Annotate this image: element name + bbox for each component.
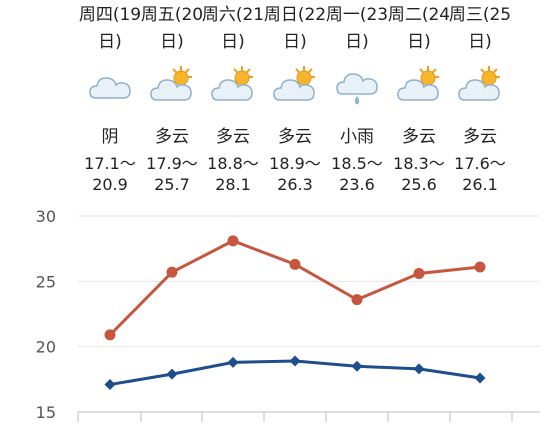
overcast-cloud-icon bbox=[86, 62, 134, 110]
partly-cloudy-icon bbox=[209, 62, 257, 110]
temperature-range: 18.8～ 28.1 bbox=[195, 153, 271, 195]
data-point bbox=[227, 356, 239, 368]
day-label: 周五(20日) bbox=[140, 5, 204, 52]
weather-condition: 阴 bbox=[101, 127, 119, 147]
day-label: 周二(24日) bbox=[387, 5, 451, 52]
y-tick-label: 25 bbox=[36, 272, 56, 291]
data-point bbox=[289, 355, 301, 367]
day-label: 周三(25日) bbox=[448, 5, 512, 52]
day-label: 周日(22日) bbox=[263, 5, 327, 52]
data-point bbox=[351, 294, 363, 306]
data-point bbox=[166, 368, 178, 380]
temperature-range: 18.9～ 26.3 bbox=[257, 153, 333, 195]
data-point bbox=[474, 261, 486, 273]
y-tick-label: 30 bbox=[36, 207, 56, 226]
low-temperature: 17.1～ bbox=[84, 154, 136, 173]
forecast-strip: 周四(19日) 阴 17.1～ 20.9 周五(20日) 多云 17.9～ 25.7 周六(21… bbox=[0, 0, 550, 200]
temperature-range: 18.3～ 25.6 bbox=[381, 153, 457, 195]
temperature-range: 17.1～ 20.9 bbox=[72, 153, 148, 195]
data-point bbox=[166, 266, 178, 278]
data-point bbox=[104, 329, 116, 341]
high-temperature: 23.6 bbox=[339, 175, 375, 194]
low-temperature: 18.9～ bbox=[269, 154, 321, 173]
weather-condition: 多云 bbox=[155, 127, 189, 147]
weather-condition: 多云 bbox=[216, 127, 250, 147]
data-point bbox=[227, 235, 239, 247]
temperature-chart: 15 20 25 30 bbox=[36, 207, 540, 422]
low-temperature: 17.9～ bbox=[146, 154, 198, 173]
high-temperature: 25.7 bbox=[154, 175, 190, 194]
data-point bbox=[413, 267, 425, 279]
data-point bbox=[474, 372, 486, 384]
high-temperature: 25.6 bbox=[401, 175, 437, 194]
weather-condition: 多云 bbox=[463, 127, 497, 147]
weather-condition: 多云 bbox=[278, 127, 312, 147]
series-line bbox=[108, 239, 481, 336]
partly-cloudy-icon bbox=[271, 62, 319, 110]
low-temperature: 18.8～ bbox=[207, 154, 259, 173]
temperature-range: 18.5～ 23.6 bbox=[319, 153, 395, 195]
low-temperature: 18.5～ bbox=[331, 154, 383, 173]
light-rain-icon bbox=[333, 62, 381, 110]
partly-cloudy-icon bbox=[395, 62, 443, 110]
temperature-range: 17.9～ 25.7 bbox=[134, 153, 210, 195]
low-temperature: 17.6～ bbox=[454, 154, 506, 173]
data-point bbox=[351, 360, 363, 372]
high-temperature: 26.3 bbox=[277, 175, 313, 194]
temperature-range: 17.6～ 26.1 bbox=[442, 153, 518, 195]
day-label: 周六(21日) bbox=[201, 5, 265, 52]
partly-cloudy-icon bbox=[456, 62, 504, 110]
data-point bbox=[413, 363, 425, 375]
high-temperature: 28.1 bbox=[215, 175, 251, 194]
y-tick-label: 20 bbox=[36, 338, 56, 357]
weather-condition: 小雨 bbox=[340, 127, 374, 147]
day-label: 周四(19日) bbox=[78, 5, 142, 52]
y-tick-label: 15 bbox=[36, 403, 56, 422]
weather-condition: 多云 bbox=[402, 127, 436, 147]
data-point bbox=[104, 379, 116, 391]
partly-cloudy-icon bbox=[148, 62, 196, 110]
high-temperature: 20.9 bbox=[92, 175, 128, 194]
high-temperature: 26.1 bbox=[462, 175, 498, 194]
day-label: 周一(23日) bbox=[325, 5, 389, 52]
data-point bbox=[289, 258, 301, 270]
low-temperature: 18.3～ bbox=[393, 154, 445, 173]
